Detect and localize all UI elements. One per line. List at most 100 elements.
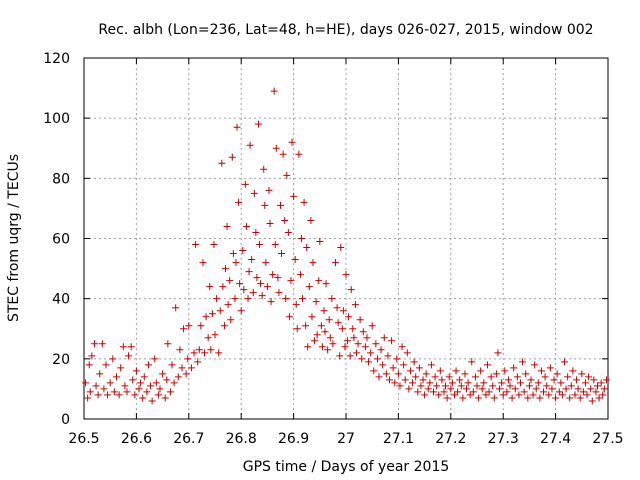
data-point-marker xyxy=(438,376,446,384)
data-point-marker xyxy=(304,343,312,351)
data-point-marker xyxy=(102,361,110,369)
data-point-marker xyxy=(237,307,245,315)
data-point-marker xyxy=(447,385,455,393)
data-point-marker xyxy=(140,373,148,381)
data-point-marker xyxy=(450,391,458,399)
data-point-marker xyxy=(489,382,497,390)
data-point-marker xyxy=(92,382,100,390)
data-point-marker xyxy=(456,376,464,384)
data-point-marker xyxy=(459,394,467,402)
data-point-marker xyxy=(516,379,524,387)
data-point-marker xyxy=(219,283,227,291)
data-point-marker xyxy=(210,241,218,249)
data-point-marker xyxy=(190,349,198,357)
data-point-marker xyxy=(398,343,406,351)
data-point-marker xyxy=(496,385,504,393)
data-point-marker xyxy=(471,373,479,381)
data-point-marker xyxy=(252,228,260,236)
data-point-marker xyxy=(475,394,483,402)
data-point-marker xyxy=(368,322,376,330)
data-point-marker xyxy=(349,325,357,333)
data-point-marker xyxy=(336,352,344,360)
data-point-marker xyxy=(600,385,608,393)
data-point-marker xyxy=(272,144,280,152)
data-point-marker xyxy=(372,340,380,348)
data-point-marker xyxy=(373,355,381,363)
data-point-marker xyxy=(477,367,485,375)
x-tick-label: 26.6 xyxy=(121,431,152,447)
data-point-marker xyxy=(287,277,295,285)
data-point-marker xyxy=(115,391,123,399)
data-point-marker xyxy=(361,343,369,351)
data-point-marker xyxy=(464,379,472,387)
data-point-marker xyxy=(313,331,321,339)
data-point-marker xyxy=(339,307,347,315)
data-point-marker xyxy=(513,373,521,381)
data-point-marker xyxy=(282,295,290,303)
data-point-marker xyxy=(244,295,252,303)
data-point-marker xyxy=(382,370,390,378)
data-point-marker xyxy=(253,274,261,282)
data-point-marker xyxy=(283,171,291,179)
data-point-marker xyxy=(220,322,228,330)
data-point-marker xyxy=(519,358,527,366)
data-point-marker xyxy=(151,355,159,363)
data-point-marker xyxy=(271,241,279,249)
data-point-marker xyxy=(483,361,491,369)
x-axis-label: GPS time / Days of year 2015 xyxy=(243,459,450,475)
data-point-marker xyxy=(132,367,140,375)
data-point-marker xyxy=(574,385,582,393)
data-point-marker xyxy=(85,361,93,369)
data-point-marker xyxy=(478,385,486,393)
data-point-marker xyxy=(569,367,577,375)
data-point-marker xyxy=(144,361,152,369)
data-point-marker xyxy=(246,141,254,149)
y-tick-label: 120 xyxy=(43,51,70,67)
data-point-marker xyxy=(199,259,207,267)
data-point-marker xyxy=(185,322,193,330)
data-point-marker xyxy=(490,394,498,402)
data-point-marker xyxy=(435,391,443,399)
data-point-marker xyxy=(291,256,299,264)
data-point-marker xyxy=(454,388,462,396)
data-point-marker xyxy=(421,391,429,399)
data-point-marker xyxy=(573,376,581,384)
data-point-marker xyxy=(403,349,411,357)
data-point-marker xyxy=(440,388,448,396)
data-point-marker xyxy=(431,373,439,381)
data-point-marker xyxy=(410,358,418,366)
data-point-marker xyxy=(172,304,180,312)
data-point-marker xyxy=(448,379,456,387)
data-point-marker xyxy=(587,385,595,393)
data-point-marker xyxy=(583,391,591,399)
data-point-marker xyxy=(422,370,430,378)
data-points xyxy=(82,87,610,405)
data-point-marker xyxy=(393,355,401,363)
data-point-marker xyxy=(558,391,566,399)
data-point-marker xyxy=(265,186,273,194)
data-point-marker xyxy=(576,394,584,402)
data-point-marker xyxy=(215,349,223,357)
data-point-marker xyxy=(321,328,329,336)
x-tick-label: 27.3 xyxy=(488,431,519,447)
data-point-marker xyxy=(400,361,408,369)
data-point-marker xyxy=(352,349,360,357)
data-point-marker xyxy=(545,391,553,399)
data-point-marker xyxy=(527,376,535,384)
data-point-marker xyxy=(207,346,215,354)
data-point-marker xyxy=(555,388,563,396)
data-point-marker xyxy=(241,180,249,188)
data-point-marker xyxy=(184,355,192,363)
data-point-marker xyxy=(430,388,438,396)
data-point-marker xyxy=(174,373,182,381)
x-tick-label: 27 xyxy=(337,431,355,447)
data-point-marker xyxy=(385,376,393,384)
data-point-marker xyxy=(229,250,237,258)
data-point-marker xyxy=(333,304,341,312)
data-point-marker xyxy=(520,388,528,396)
chart-title: Rec. albh (Lon=236, Lat=48, h=HE), days … xyxy=(98,22,593,38)
data-point-marker xyxy=(508,394,516,402)
data-point-marker xyxy=(290,192,298,200)
data-point-marker xyxy=(239,247,247,255)
